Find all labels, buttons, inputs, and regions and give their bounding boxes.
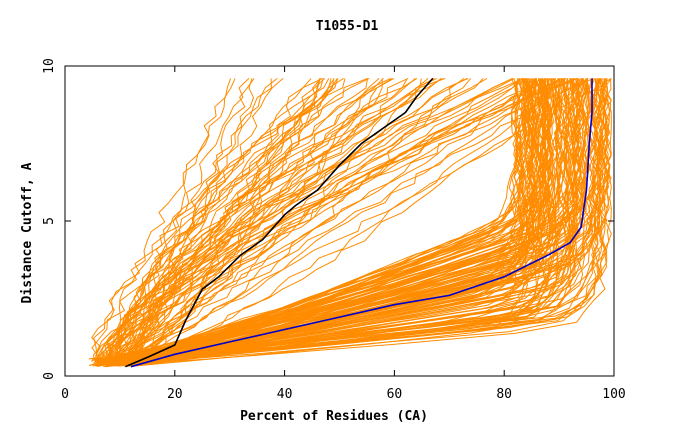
model-curve: [106, 78, 553, 366]
model-curve: [130, 78, 542, 362]
model-curve: [106, 78, 236, 366]
model-curve: [91, 78, 339, 357]
model-curve: [112, 78, 581, 361]
model-curve: [105, 78, 581, 366]
model-curve: [143, 77, 524, 358]
model-curve: [104, 78, 408, 356]
model-curve: [130, 78, 284, 365]
model-curve: [108, 78, 612, 362]
model-curve: [116, 78, 612, 366]
model-curve: [119, 78, 551, 363]
model-curve: [95, 78, 583, 361]
x-tick-label: 100: [602, 387, 625, 402]
model-curve: [140, 78, 471, 364]
model-curves: [88, 77, 612, 368]
model-curve: [151, 78, 380, 358]
model-curve: [90, 78, 608, 366]
model-curve: [138, 78, 531, 360]
chart-title: T1055-D1: [316, 19, 379, 34]
model-curve: [129, 78, 332, 356]
model-curve: [101, 78, 335, 356]
model-curve: [91, 77, 368, 358]
model-curve: [135, 77, 409, 361]
y-axis: 0 5 10: [42, 58, 614, 380]
x-tick-label: 20: [167, 387, 183, 402]
x-tick-label: 40: [277, 387, 293, 402]
highlight-curves: [125, 77, 593, 368]
model-curve: [93, 78, 538, 360]
model-curve: [127, 78, 589, 364]
model-curve: [108, 78, 556, 364]
model-curve: [116, 77, 488, 358]
model-curve: [102, 78, 544, 366]
model-curve: [109, 78, 599, 361]
model-curve: [123, 78, 429, 358]
model-curve: [134, 78, 566, 366]
model-curve: [119, 77, 563, 362]
model-curve: [104, 78, 527, 363]
y-axis-label: Distance Cutoff, A: [20, 162, 35, 303]
model-curve: [120, 77, 468, 356]
model-curve: [116, 78, 278, 360]
model-curve: [105, 78, 325, 362]
model-curve: [111, 78, 346, 362]
model-curve: [134, 77, 446, 355]
model-curve: [111, 77, 438, 365]
model-curve: [133, 78, 612, 362]
y-tick-label: 5: [42, 217, 57, 225]
model-curve: [99, 78, 612, 362]
model-curve: [137, 78, 577, 361]
x-axis-label: Percent of Residues (CA): [240, 409, 428, 424]
model-curve: [130, 78, 416, 357]
model-curve: [116, 78, 521, 363]
y-tick-label: 0: [42, 372, 57, 380]
model-curve: [132, 78, 525, 367]
model-curve: [116, 77, 323, 361]
model-curve: [92, 77, 524, 365]
model-curve: [96, 78, 521, 364]
x-tick-label: 60: [387, 387, 403, 402]
model-curve: [128, 78, 573, 366]
model-curve: [97, 78, 535, 364]
model-curve: [117, 78, 589, 366]
model-curve: [106, 77, 443, 361]
model-curve: [88, 78, 572, 360]
x-axis: 0 20 40 60 80 100: [61, 66, 626, 402]
model-curve: [118, 78, 384, 364]
highlight-series-2: [130, 78, 593, 368]
model-curve: [107, 78, 383, 361]
model-curve: [133, 77, 578, 363]
model-curve: [101, 78, 250, 365]
model-curve: [129, 78, 312, 362]
x-tick-label: 0: [61, 387, 69, 402]
x-tick-label: 80: [496, 387, 512, 402]
model-curve: [126, 77, 589, 365]
model-curve: [131, 78, 523, 364]
highlight-series-1: [125, 77, 434, 368]
model-curve: [116, 78, 484, 361]
model-curve: [91, 78, 556, 361]
y-tick-label: 10: [42, 58, 57, 74]
model-curve: [93, 78, 330, 357]
model-curve: [108, 78, 581, 365]
